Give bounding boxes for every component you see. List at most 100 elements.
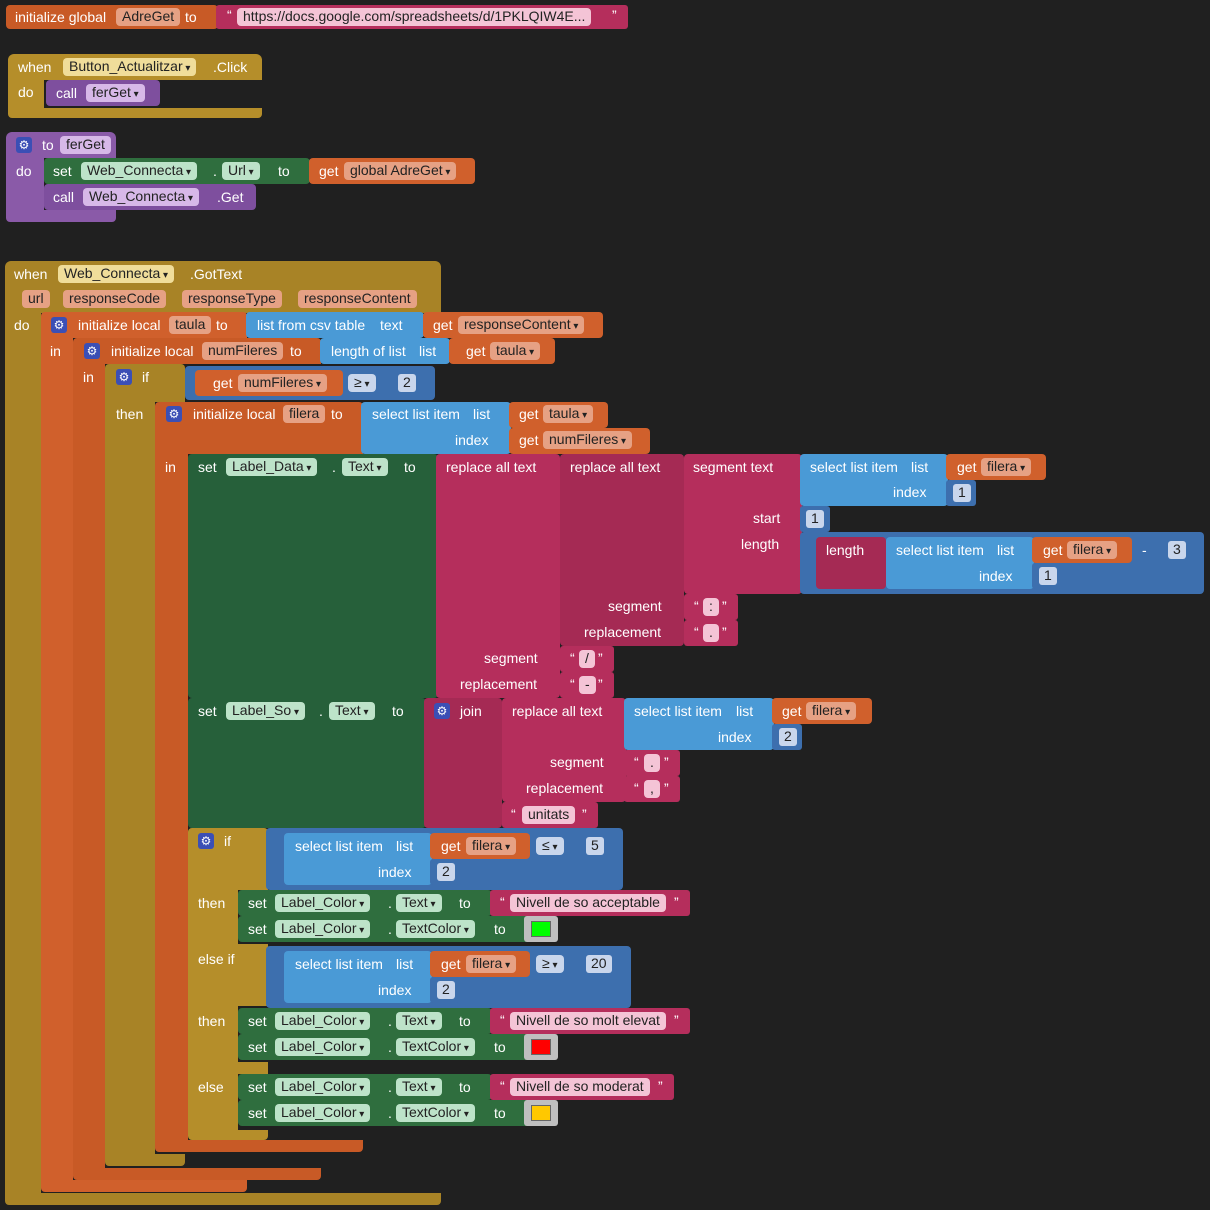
number-2[interactable]: 2 bbox=[398, 374, 416, 392]
param-url[interactable]: url bbox=[22, 290, 50, 308]
quote-open: “ bbox=[500, 1078, 505, 1094]
gear-icon[interactable]: ⚙ bbox=[16, 137, 32, 153]
segment-text-block[interactable] bbox=[684, 454, 802, 594]
text-property-dropdown[interactable]: Text bbox=[396, 1012, 442, 1030]
web-connecta-dropdown[interactable]: Web_Connecta bbox=[58, 265, 175, 283]
taula-dropdown[interactable]: taula bbox=[490, 342, 541, 360]
operator-ge-dropdown[interactable]: ≥ bbox=[536, 955, 564, 973]
gear-icon[interactable]: ⚙ bbox=[198, 833, 214, 849]
length-of-list-block[interactable] bbox=[320, 338, 450, 364]
elevat-text-field[interactable]: Nivell de so molt elevat bbox=[510, 1012, 666, 1030]
select-list-item-block[interactable] bbox=[361, 402, 511, 454]
select-list-item-block[interactable] bbox=[284, 833, 432, 885]
web-component-dropdown[interactable]: Web_Connecta bbox=[81, 162, 198, 180]
local-filera-block[interactable] bbox=[155, 402, 363, 454]
comma-text-field[interactable]: , bbox=[644, 780, 660, 798]
yellow-color-swatch[interactable] bbox=[531, 1105, 551, 1121]
procedure-dropdown[interactable]: ferGet bbox=[86, 84, 145, 102]
number-3[interactable]: 3 bbox=[1168, 541, 1186, 559]
numfileres-dropdown[interactable]: numFileres bbox=[543, 431, 633, 449]
list-from-csv-block[interactable] bbox=[246, 312, 424, 338]
replace-all-text-outer[interactable] bbox=[436, 454, 560, 698]
filera-dropdown[interactable]: filera bbox=[466, 955, 517, 973]
numfileres-dropdown[interactable]: numFileres bbox=[238, 374, 328, 392]
set-label-data-block[interactable] bbox=[188, 454, 438, 698]
gear-icon[interactable]: ⚙ bbox=[51, 317, 67, 333]
global-variable-block[interactable] bbox=[6, 5, 218, 29]
select-list-item-block[interactable] bbox=[886, 537, 1034, 589]
replace-all-text-block[interactable] bbox=[502, 698, 626, 802]
number-5[interactable]: 5 bbox=[586, 837, 604, 855]
number-1[interactable]: 1 bbox=[806, 510, 824, 528]
replace-all-text-inner[interactable] bbox=[560, 454, 684, 646]
text-property-dropdown[interactable]: Text bbox=[329, 702, 375, 720]
select-list-item-block[interactable] bbox=[624, 698, 774, 750]
param-response-content[interactable]: responseContent bbox=[298, 290, 417, 308]
join-label: join bbox=[460, 703, 482, 719]
param-response-code[interactable]: responseCode bbox=[63, 290, 167, 308]
text-property-dropdown[interactable]: Text bbox=[342, 458, 388, 476]
url-property-dropdown[interactable]: Url bbox=[222, 162, 260, 180]
textcolor-property-dropdown[interactable]: TextColor bbox=[396, 1038, 475, 1056]
filera-dropdown[interactable]: filera bbox=[466, 837, 517, 855]
gear-icon[interactable]: ⚙ bbox=[84, 343, 100, 359]
text-property-dropdown[interactable]: Text bbox=[396, 894, 442, 912]
unitats-text-field[interactable]: unitats bbox=[522, 806, 576, 824]
red-color-swatch[interactable] bbox=[531, 1039, 551, 1055]
gear-icon[interactable]: ⚙ bbox=[166, 406, 182, 422]
label-data-dropdown[interactable]: Label_Data bbox=[226, 458, 318, 476]
dash-text-field[interactable]: - bbox=[579, 676, 596, 694]
label-color-dropdown[interactable]: Label_Color bbox=[275, 920, 371, 938]
select-list-item-block[interactable] bbox=[284, 951, 432, 1003]
procedure-name-field[interactable]: ferGet bbox=[60, 136, 111, 154]
number-2[interactable]: 2 bbox=[437, 981, 455, 999]
param-response-type[interactable]: responseType bbox=[182, 290, 282, 308]
get-label: get bbox=[1043, 542, 1063, 558]
join-block[interactable] bbox=[424, 698, 502, 828]
quote-close: ” bbox=[598, 650, 603, 666]
textcolor-property-dropdown[interactable]: TextColor bbox=[396, 1104, 475, 1122]
length-block[interactable] bbox=[816, 537, 886, 589]
filera-dropdown[interactable]: filera bbox=[981, 458, 1032, 476]
label-color-dropdown[interactable]: Label_Color bbox=[275, 1078, 371, 1096]
green-color-swatch[interactable] bbox=[531, 921, 551, 937]
set-label-so-block[interactable] bbox=[188, 698, 426, 828]
local-taula-block[interactable] bbox=[41, 312, 247, 338]
label-color-dropdown[interactable]: Label_Color bbox=[275, 1038, 371, 1056]
operator-ge-dropdown[interactable]: ≥ bbox=[348, 374, 376, 392]
label-color-dropdown[interactable]: Label_Color bbox=[275, 1012, 371, 1030]
global-var-name-field[interactable]: AdreGet bbox=[116, 8, 181, 26]
label-color-dropdown[interactable]: Label_Color bbox=[275, 894, 371, 912]
gear-icon[interactable]: ⚙ bbox=[434, 703, 450, 719]
quote-close: ” bbox=[664, 754, 669, 770]
dot-text-field[interactable]: . bbox=[644, 754, 660, 772]
slash-text-field[interactable]: / bbox=[579, 650, 595, 668]
text-property-dropdown[interactable]: Text bbox=[396, 1078, 442, 1096]
taula-dropdown[interactable]: taula bbox=[543, 405, 594, 423]
dot-text-field[interactable]: . bbox=[703, 624, 719, 642]
operator-le-dropdown[interactable]: ≤ bbox=[536, 837, 564, 855]
moderat-text-field[interactable]: Nivell de so moderat bbox=[510, 1078, 650, 1096]
button-component-dropdown[interactable]: Button_Actualitzar bbox=[63, 58, 197, 76]
number-2[interactable]: 2 bbox=[779, 728, 797, 746]
filera-dropdown[interactable]: filera bbox=[806, 702, 857, 720]
response-content-dropdown[interactable]: responseContent bbox=[458, 316, 585, 334]
number-2[interactable]: 2 bbox=[437, 863, 455, 881]
acceptable-text-field[interactable]: Nivell de so acceptable bbox=[510, 894, 666, 912]
number-1[interactable]: 1 bbox=[1039, 567, 1057, 585]
url-text-field[interactable]: https://docs.google.com/spreadsheets/d/1… bbox=[237, 8, 592, 26]
local-filera-name[interactable]: filera bbox=[283, 405, 326, 423]
textcolor-property-dropdown[interactable]: TextColor bbox=[396, 920, 475, 938]
select-list-item-block[interactable] bbox=[800, 454, 948, 506]
number-20[interactable]: 20 bbox=[586, 955, 612, 973]
number-1[interactable]: 1 bbox=[953, 484, 971, 502]
gear-icon[interactable]: ⚙ bbox=[116, 369, 132, 385]
colon-text-field[interactable]: : bbox=[703, 598, 719, 616]
filera-dropdown[interactable]: filera bbox=[1067, 541, 1118, 559]
label-so-dropdown[interactable]: Label_So bbox=[226, 702, 305, 720]
local-numfileres-name[interactable]: numFileres bbox=[202, 342, 284, 360]
local-taula-name[interactable]: taula bbox=[169, 316, 212, 334]
call-component-dropdown[interactable]: Web_Connecta bbox=[83, 188, 200, 206]
label-color-dropdown[interactable]: Label_Color bbox=[275, 1104, 371, 1122]
global-var-dropdown[interactable]: global AdreGet bbox=[344, 162, 457, 180]
